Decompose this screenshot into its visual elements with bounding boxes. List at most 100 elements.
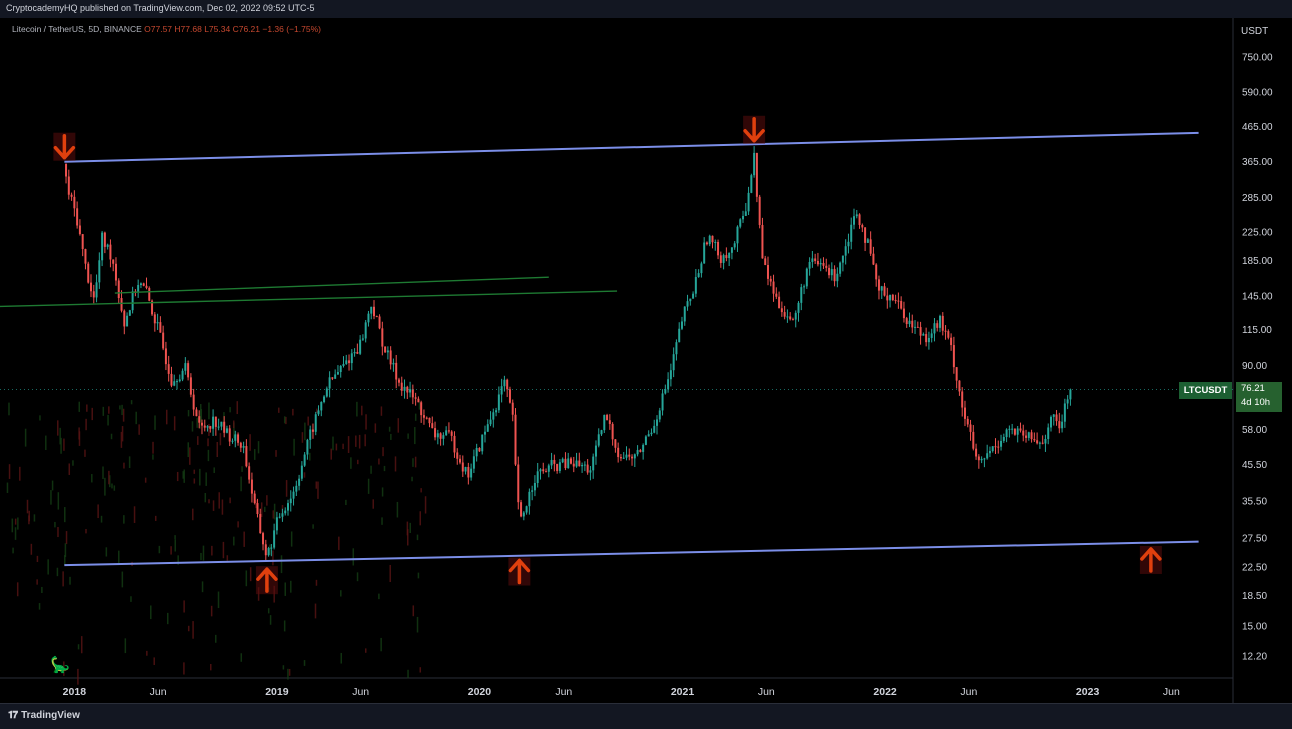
volume-profile-bar <box>80 636 83 654</box>
candle-body <box>403 386 406 391</box>
x-tick-label: Jun <box>758 686 775 698</box>
candle-body <box>872 253 875 265</box>
volume-profile-bar <box>57 527 59 538</box>
candle-body <box>112 259 115 264</box>
candle-body <box>336 372 339 375</box>
volume-profile-bar <box>219 433 222 446</box>
volume-profile-bar <box>41 586 43 594</box>
candle-body <box>373 306 376 317</box>
volume-profile-bar <box>357 459 359 465</box>
candle-body <box>653 425 656 433</box>
candle-body <box>839 262 842 274</box>
y-tick-label: 58.00 <box>1242 425 1267 436</box>
volume-profile-bar <box>33 514 36 522</box>
candle-body <box>195 409 198 417</box>
candle-body <box>200 422 203 426</box>
tradingview-logo[interactable]: 𝟏𝟕 TradingView <box>8 710 80 721</box>
volume-profile-bar <box>316 408 318 414</box>
volume-profile-bar <box>389 564 391 583</box>
candle-body <box>481 434 484 452</box>
candle-body <box>151 300 154 315</box>
candle-body <box>988 450 991 454</box>
volume-profile-bar <box>340 652 343 664</box>
volume-profile-bar <box>14 518 17 525</box>
price-chart[interactable]: USDT 750.00 590.00 465.00 365.00 285.00 225.00… <box>0 18 1292 703</box>
candle-body <box>1047 427 1050 439</box>
volume-profile-bar <box>205 472 207 486</box>
candle-body <box>356 351 359 354</box>
volume-profile-bar <box>210 663 212 671</box>
candle-body <box>800 287 803 303</box>
candle-body <box>936 323 939 328</box>
volume-profile-bar <box>367 478 370 494</box>
candle-body <box>703 242 706 264</box>
volume-profile-bar <box>249 434 251 451</box>
candle-body <box>439 433 442 439</box>
chart-area[interactable]: USDT 750.00 590.00 465.00 365.00 285.00 225.00… <box>0 18 1292 703</box>
volume-profile-bar <box>388 426 391 432</box>
candle-body <box>869 239 872 254</box>
volume-profile-bar <box>28 515 30 525</box>
volume-profile-bar <box>166 612 169 625</box>
volume-profile-bar <box>347 436 350 453</box>
last-price-value: 76.21 <box>1241 382 1265 394</box>
volume-profile-bar <box>249 567 252 582</box>
candle-body <box>275 517 278 531</box>
candle-body <box>470 468 473 478</box>
candle-body <box>409 389 412 393</box>
candle-body <box>769 278 772 282</box>
candle-body <box>159 322 162 333</box>
volume-profile-bar <box>19 466 21 481</box>
candle-body <box>997 446 1000 448</box>
volume-profile-bar <box>381 517 383 525</box>
candle-body <box>359 339 362 354</box>
volume-profile-bar <box>315 579 318 586</box>
volume-profile-bar <box>283 620 286 632</box>
candle-body <box>256 503 259 515</box>
candle-body <box>766 265 769 279</box>
publish-text: CryptocademyHQ published on TradingView.… <box>6 3 315 13</box>
volume-profile-bar <box>381 487 384 497</box>
candle-body <box>334 374 337 379</box>
candle-body <box>714 242 717 244</box>
candle-body <box>117 280 120 299</box>
volume-profile-bar <box>8 402 10 416</box>
volume-profile-bar <box>257 441 260 454</box>
candle-body <box>672 354 675 371</box>
candle-body <box>212 416 215 429</box>
volume-profile-bar <box>86 404 88 412</box>
volume-profile-bar <box>187 442 190 458</box>
candle-body <box>522 512 525 517</box>
candle-body <box>692 293 695 299</box>
candle-body <box>309 429 312 440</box>
volume-profile-bar <box>412 605 415 617</box>
candle-body <box>617 447 620 458</box>
candle-body <box>298 478 301 486</box>
candle-body <box>678 328 681 343</box>
volume-profile-bar <box>411 476 413 482</box>
volume-profile-bar <box>361 405 363 416</box>
candle-body <box>844 246 847 256</box>
candle-body <box>814 258 817 261</box>
candle-body <box>875 264 878 280</box>
candle-body <box>1011 428 1014 430</box>
candle-body <box>295 485 298 492</box>
volume-profile-bar <box>120 431 123 448</box>
candle-body <box>447 430 450 432</box>
candle-body <box>120 298 123 311</box>
symbol-legend: Litecoin / TetherUS, 5D, BINANCE O77.57 … <box>12 24 321 34</box>
y-tick-label: 12.20 <box>1242 652 1267 663</box>
volume-profile-bar <box>133 506 136 523</box>
volume-profile-bar <box>301 432 304 443</box>
x-tick-label: 2022 <box>873 686 897 698</box>
candle-body <box>864 227 867 243</box>
volume-profile-bar <box>269 544 271 555</box>
volume-profile-bar <box>68 463 71 475</box>
candle-body <box>187 363 190 378</box>
volume-profile-bar <box>315 481 318 489</box>
candle-body <box>248 466 251 480</box>
volume-profile-bar <box>63 661 65 676</box>
volume-profile-bar <box>364 648 367 653</box>
volume-profile-bar <box>350 457 352 469</box>
volume-profile-bar <box>212 500 215 511</box>
